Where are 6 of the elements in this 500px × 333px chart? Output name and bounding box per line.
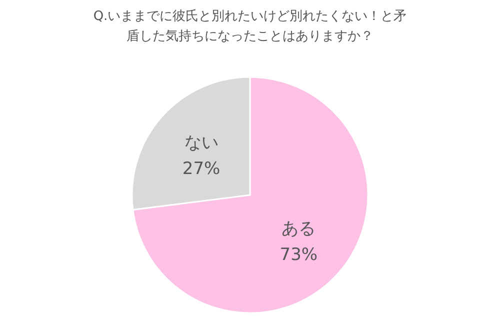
slice-label: ない — [184, 133, 218, 154]
chart-title: Q.いままでに彼氏と別れたいけど別れたくない！と矛盾した気持ちになったことはありますか？ — [93, 9, 407, 44]
data-label: 73% — [280, 244, 318, 265]
data-label: 27% — [182, 159, 220, 180]
slice-label: ある — [282, 218, 316, 239]
pie-slice — [132, 76, 369, 314]
